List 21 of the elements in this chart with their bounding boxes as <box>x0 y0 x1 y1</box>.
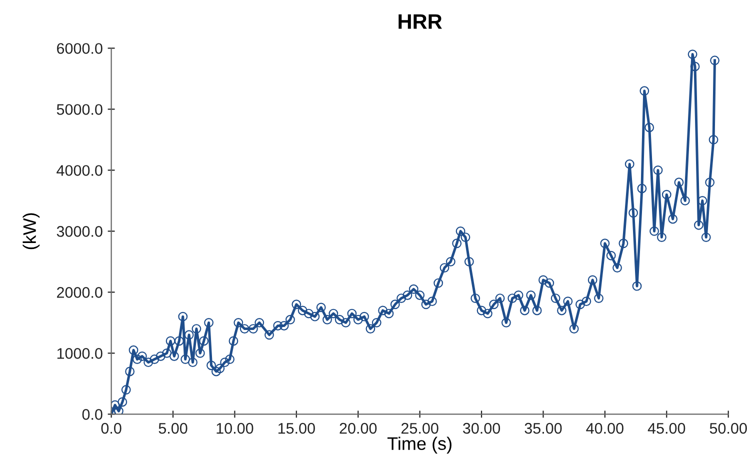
y-tick-label: 4000.0 <box>56 165 102 176</box>
x-tick-label: 0.0 <box>101 422 122 434</box>
x-tick-label: 35.00 <box>524 422 562 434</box>
y-tick-label: 6000.0 <box>57 43 102 54</box>
chart-title: HRR <box>398 14 442 29</box>
x-axis-title: Time (s) <box>387 436 452 454</box>
x-tick-label: 10.00 <box>216 422 254 434</box>
y-axis-title: (kW) <box>22 213 40 250</box>
x-tick-label: 50.00 <box>710 422 747 434</box>
x-tick-label: 25.00 <box>401 422 438 434</box>
x-tick-label: 45.00 <box>648 422 686 434</box>
y-tick-label: 2000.0 <box>57 287 102 298</box>
y-tick-label: 1000.0 <box>57 348 102 359</box>
x-tick-label: 40.00 <box>586 422 624 434</box>
y-tick-label: 0.0 <box>82 409 102 420</box>
x-tick-label: 20.00 <box>340 422 377 434</box>
x-tick-label: 30.00 <box>462 422 500 434</box>
x-tick-label: 15.00 <box>278 422 315 434</box>
x-tick-label: 5.00 <box>158 422 188 434</box>
y-tick-label: 3000.0 <box>56 226 102 237</box>
y-tick-label: 5000.0 <box>56 104 102 115</box>
